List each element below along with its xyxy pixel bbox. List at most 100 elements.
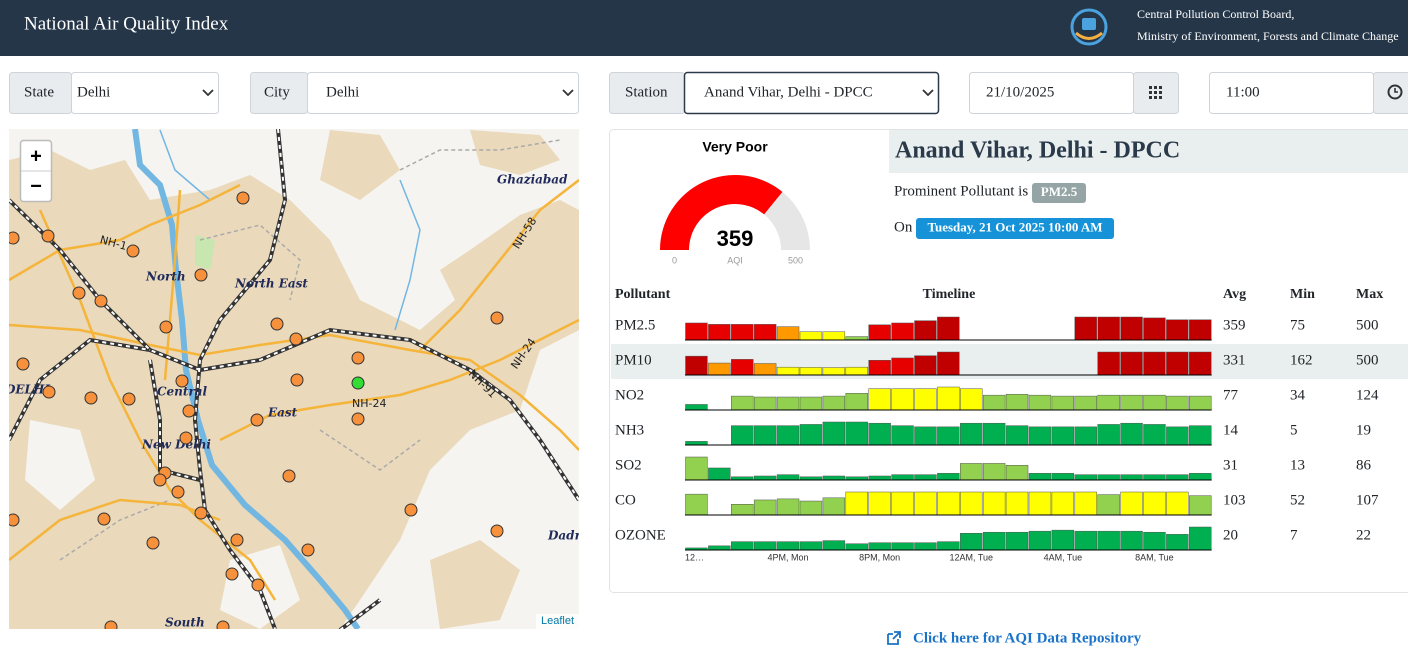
timeline-bar — [868, 324, 891, 341]
timeline-bar — [914, 426, 937, 446]
zoom-control: + − — [19, 139, 53, 203]
pollutant-avg: 77 — [1223, 387, 1239, 403]
timeline-bar — [914, 320, 937, 341]
timeline-bar — [776, 498, 800, 516]
pollutant-name: NH3 — [615, 422, 644, 438]
state-filter[interactable]: State Delhi — [9, 72, 219, 114]
timeline-bar — [776, 366, 800, 376]
timeline-bar — [708, 467, 731, 481]
timeline-bar — [1189, 319, 1212, 341]
timeline-bar — [937, 541, 960, 551]
timeline-bar — [845, 366, 868, 376]
timeline-bar — [1097, 530, 1120, 551]
timeline-bar — [708, 324, 731, 341]
timeline-bar — [1005, 425, 1029, 446]
timeline-bar — [891, 491, 914, 516]
timeline-bar — [1166, 491, 1189, 516]
timeline-bar — [1005, 531, 1029, 551]
zoom-out[interactable]: − — [30, 175, 42, 197]
gauge-tick-label: 500 — [788, 255, 803, 265]
filter-label: City — [264, 84, 290, 100]
gauge-unit: AQI — [727, 255, 743, 265]
timeline-bar — [1189, 495, 1212, 516]
calendar-icon — [1149, 86, 1162, 99]
timeline-bar — [845, 421, 868, 446]
timeline-bar — [685, 493, 708, 516]
timeline-bar — [891, 542, 914, 551]
pollutant-avg: 359 — [1223, 317, 1246, 333]
pollutant-name: OZONE — [615, 527, 666, 543]
chevron — [202, 89, 214, 97]
clock-icon — [1387, 84, 1403, 100]
pollutant-max: 86 — [1356, 457, 1372, 473]
select-value: Anand Vihar, Delhi - DPCC — [704, 84, 873, 100]
header-bar — [0, 0, 1408, 56]
timeline-bar — [891, 388, 914, 411]
timeline-bar — [868, 360, 891, 376]
select[interactable] — [71, 72, 219, 114]
map-road-label: NH-24 — [352, 397, 386, 410]
urban-area — [9, 130, 579, 629]
timeline-bar — [937, 473, 960, 481]
timeline-bar — [982, 422, 1006, 446]
timeline-bar — [685, 441, 708, 446]
timeline-bar — [982, 491, 1006, 516]
timeline-label: 4AM, Tue — [1044, 552, 1083, 562]
timeline-bar — [685, 456, 708, 481]
table-header: Min — [1290, 287, 1315, 302]
city-filter[interactable]: City Delhi — [250, 72, 579, 114]
timeline-bar — [1005, 491, 1029, 516]
date-filter[interactable]: 21/10/2025 — [969, 72, 1179, 114]
park — [195, 235, 215, 270]
select[interactable] — [683, 71, 940, 115]
zoom-in[interactable]: + — [30, 145, 42, 167]
select-value: Delhi — [326, 84, 359, 100]
pollutant-avg: 103 — [1223, 492, 1246, 508]
timeline-bar — [960, 388, 983, 411]
map-place-label: North East — [234, 277, 308, 291]
timeline-bar — [731, 359, 754, 376]
pollutant-name: NO2 — [615, 387, 644, 403]
map[interactable]: Ghaziabad North North East DELHI Central… — [4, 129, 586, 633]
timeline-bar — [1143, 474, 1166, 481]
pollutant-max: 124 — [1356, 387, 1379, 403]
timeline-bar — [982, 531, 1006, 551]
timeline-bar — [914, 388, 937, 411]
timeline-bar — [753, 324, 777, 341]
pollutant-min: 52 — [1290, 492, 1305, 508]
timeline-bar — [868, 422, 891, 446]
timeline-bar — [891, 322, 914, 341]
timeline-bar — [1074, 530, 1097, 551]
repository-link[interactable]: Click here for AQI Data Repository — [887, 630, 1142, 646]
timeline-bar — [1143, 317, 1166, 341]
pollutant-avg: 331 — [1223, 352, 1246, 368]
timeline-bar — [845, 393, 868, 411]
repository-link-text[interactable]: Click here for AQI Data Repository — [913, 630, 1142, 646]
pollutant-name: SO2 — [615, 457, 642, 473]
timeline-bar — [937, 491, 960, 516]
timeline-bar — [731, 541, 754, 551]
timeline-bar — [1051, 395, 1075, 411]
timeline-bar — [1120, 530, 1143, 551]
timeline-bar — [753, 475, 777, 481]
clock-button[interactable] — [1373, 72, 1408, 114]
station-name: Anand Vihar, Delhi - DPCC — [895, 138, 1180, 164]
timeline-bar — [1143, 531, 1166, 551]
timeline-bar — [914, 355, 937, 376]
selected-station-marker[interactable] — [351, 376, 365, 390]
timeline-bar — [753, 541, 777, 551]
timeline-bar — [799, 424, 823, 446]
time-filter[interactable]: 11:00 — [1209, 72, 1408, 114]
timeline-bar — [753, 425, 777, 446]
timeline-bar — [1005, 393, 1029, 411]
timeline-bar — [731, 395, 754, 411]
timeline-bar — [891, 357, 914, 376]
date-value: 21/10/2025 — [986, 84, 1054, 100]
timeline-bar — [1028, 491, 1052, 516]
select[interactable] — [307, 72, 579, 114]
attribution[interactable]: Leaflet — [541, 615, 574, 627]
map-place-label: East — [267, 406, 298, 420]
map-place-label: New Delhi — [141, 438, 211, 452]
station-filter[interactable]: Station Anand Vihar, Delhi - DPCC — [609, 71, 940, 115]
timeline-bar — [960, 533, 983, 551]
